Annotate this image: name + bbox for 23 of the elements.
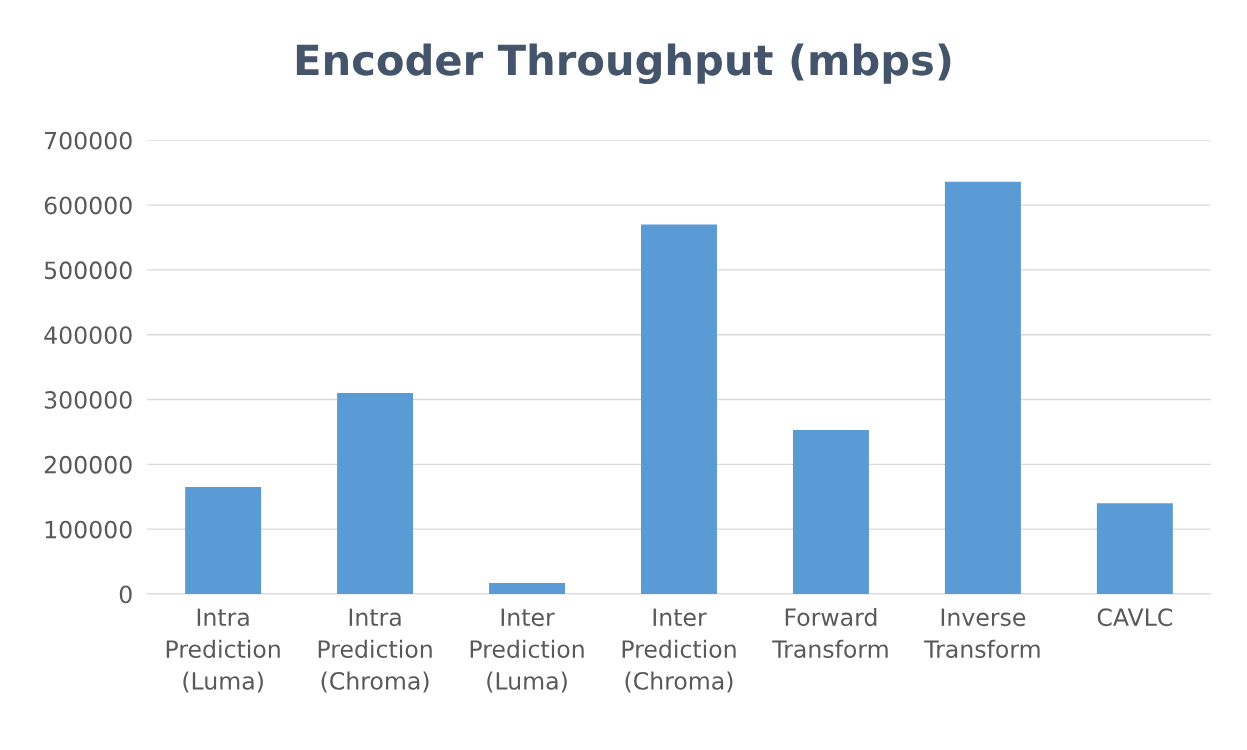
y-tick-label: 0 [119, 585, 132, 604]
x-tick-label: Inverse Transform [924, 608, 1040, 658]
y-tick-label: 700000 [45, 131, 132, 150]
x-tick-label: Inter Prediction (Luma) [470, 608, 584, 693]
x-tick-label: Inter Prediction (Chroma) [622, 608, 736, 693]
bar [185, 487, 262, 594]
bar [1096, 503, 1173, 594]
y-tick-label: 400000 [44, 326, 132, 345]
x-tick-label: Intra Prediction (Chroma) [318, 608, 432, 693]
chart-title: Encoder Throughput (mbps) [296, 43, 951, 85]
bar [337, 393, 414, 594]
bar [944, 181, 1021, 594]
bar [489, 582, 566, 594]
bar [792, 430, 869, 594]
x-tick-label: CAVLC [1097, 608, 1173, 627]
y-tick-label: 500000 [44, 261, 132, 280]
y-tick-label: 600000 [44, 196, 132, 215]
y-tick-label: 100000 [45, 520, 132, 539]
y-tick-label: 300000 [44, 390, 132, 409]
bar [641, 224, 717, 594]
y-tick-label: 200000 [44, 455, 132, 474]
x-tick-label: Intra Prediction (Luma) [166, 608, 280, 693]
x-tick-label: Forward Transform [772, 607, 888, 658]
